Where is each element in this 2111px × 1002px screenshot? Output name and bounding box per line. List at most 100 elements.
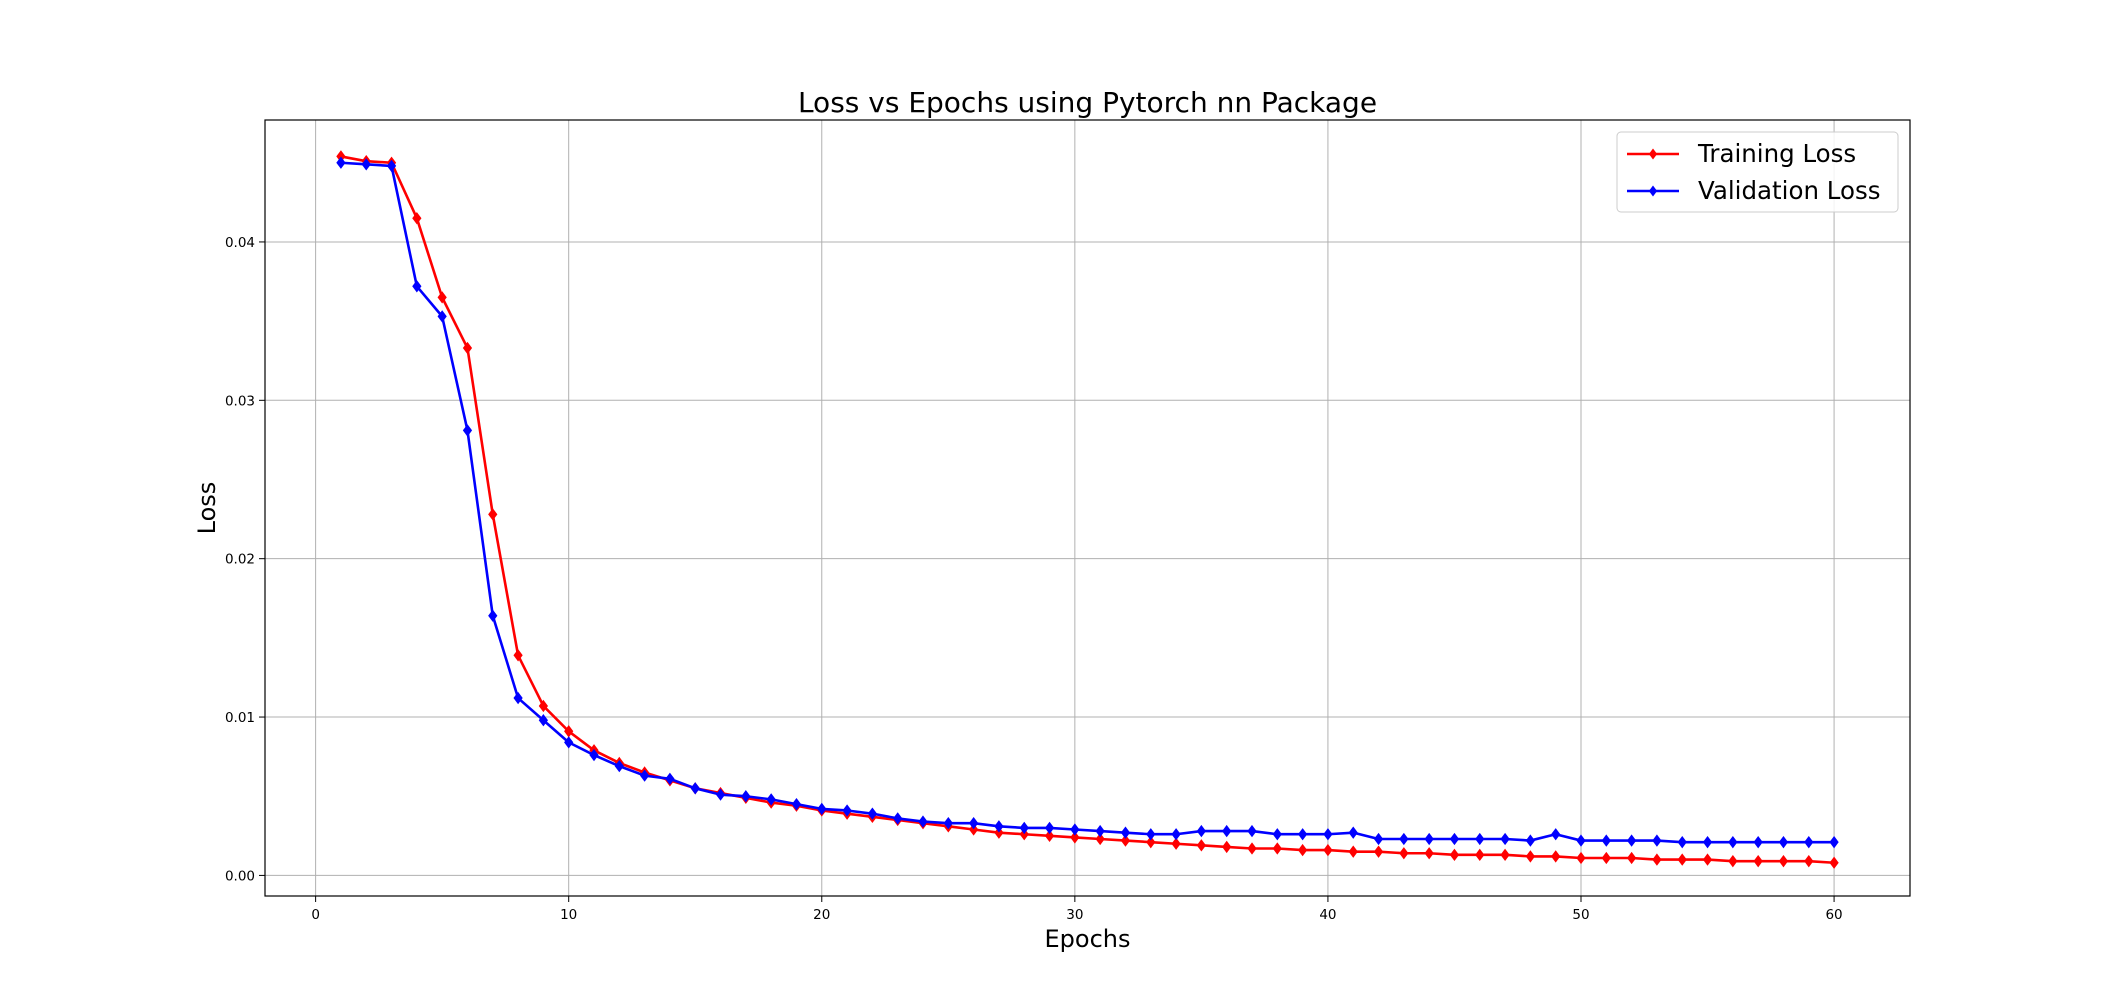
x-tick-label: 20	[813, 907, 830, 923]
validation-loss-point	[1044, 821, 1055, 835]
training-loss-point	[1120, 834, 1131, 847]
training-loss-point	[1449, 848, 1460, 861]
validation-loss-point	[842, 804, 852, 817]
training-loss-point	[1677, 853, 1687, 866]
validation-loss-point	[361, 158, 371, 171]
validation-loss-point	[766, 793, 776, 806]
x-axis-label: Epochs	[1045, 925, 1131, 953]
training-loss-point	[1297, 843, 1308, 857]
y-axis-label: Loss	[193, 482, 221, 535]
validation-loss-point	[1449, 832, 1460, 846]
validation-loss-point	[1500, 832, 1510, 846]
validation-loss-point	[1753, 835, 1763, 849]
validation-loss-point	[513, 691, 523, 705]
training-loss-point	[994, 826, 1004, 839]
training-loss-point	[1070, 831, 1080, 844]
legend: Training Loss Validation Loss	[1616, 131, 1899, 213]
training-loss-point	[1829, 856, 1839, 869]
axis-ticks: 0 10 20 30 40 50 60 0.00 0.01 0.02 0.03 0.04	[225, 235, 1843, 923]
validation-loss-point	[1804, 835, 1814, 849]
training-loss-point	[1753, 854, 1763, 868]
validation-loss-point	[1677, 835, 1687, 849]
training-loss-point	[1222, 840, 1232, 854]
validation-loss-point	[1146, 828, 1156, 841]
training-loss-point	[1196, 839, 1207, 852]
validation-loss-point	[1525, 834, 1536, 847]
training-loss-point	[1728, 854, 1738, 868]
validation-loss-point	[1070, 823, 1080, 836]
legend-label-validation-loss: Validation Loss	[1698, 176, 1881, 205]
training-loss-point	[1475, 848, 1485, 861]
y-tick-label: 0.00	[225, 868, 255, 884]
training-loss-point	[437, 291, 447, 304]
validation-loss-point	[665, 772, 675, 785]
validation-loss-point	[943, 816, 953, 830]
validation-loss-point	[1348, 826, 1358, 839]
validation-loss-point	[1626, 834, 1637, 847]
validation-loss-point	[1601, 834, 1611, 847]
training-loss-point	[412, 212, 422, 225]
validation-loss-point	[538, 714, 549, 727]
validation-loss-point	[817, 802, 827, 816]
training-loss-point	[1551, 850, 1561, 863]
legend-marker-validation-loss	[1648, 185, 1658, 197]
training-loss-point	[1399, 847, 1409, 860]
legend-label-training-loss: Training Loss	[1697, 139, 1856, 168]
training-loss-point	[1500, 848, 1510, 861]
validation-loss-point	[1272, 828, 1282, 841]
training-loss-point	[1044, 829, 1055, 842]
training-loss-point	[1652, 853, 1662, 866]
validation-loss-point	[1399, 832, 1409, 846]
x-tick-label: 40	[1319, 907, 1336, 923]
training-loss-point	[1348, 845, 1358, 858]
x-tick-label: 0	[311, 907, 320, 923]
y-tick-label: 0.04	[225, 235, 255, 251]
validation-loss-point	[437, 310, 447, 323]
validation-loss-point	[1652, 834, 1662, 847]
validation-loss-point	[1576, 834, 1586, 847]
validation-loss-point	[1323, 828, 1333, 841]
training-loss-point	[1146, 835, 1156, 849]
legend-marker-training-loss	[1648, 148, 1658, 160]
x-tick-label: 10	[560, 907, 577, 923]
validation-loss-point	[1829, 835, 1839, 849]
validation-loss-point	[614, 759, 624, 773]
validation-loss-point	[690, 782, 700, 795]
validation-loss-point	[1095, 824, 1105, 838]
validation-loss-point	[488, 609, 498, 622]
training-loss-point	[1247, 842, 1257, 855]
plot-area-frame	[264, 119, 1911, 897]
validation-loss-point	[336, 156, 346, 169]
validation-loss-point	[1373, 832, 1384, 846]
y-tick-label: 0.01	[225, 710, 255, 726]
training-loss-point	[1626, 851, 1637, 865]
validation-loss-point	[918, 815, 928, 828]
validation-loss-point	[1196, 824, 1207, 838]
validation-loss-point	[1019, 821, 1029, 835]
validation-loss-point	[589, 748, 599, 762]
training-loss-point	[488, 508, 498, 521]
x-tick-label: 30	[1066, 907, 1083, 923]
training-loss-point	[1171, 837, 1181, 850]
training-loss-point	[1019, 828, 1029, 841]
training-loss-point	[513, 649, 523, 662]
series-validation-loss	[336, 156, 1839, 849]
training-loss-point	[1095, 832, 1105, 846]
validation-loss-point	[968, 816, 979, 830]
training-loss-point	[1323, 843, 1333, 857]
validation-loss-point	[1297, 828, 1308, 841]
validation-loss-point	[386, 159, 397, 173]
validation-loss-point	[1551, 828, 1561, 841]
validation-loss-point	[1247, 824, 1257, 838]
validation-loss-point	[994, 820, 1004, 833]
series-layer	[336, 150, 1839, 869]
training-loss-point	[1272, 842, 1282, 855]
training-loss-point	[1778, 854, 1789, 868]
x-tick-label: 50	[1572, 907, 1589, 923]
validation-loss-point	[791, 797, 802, 811]
validation-loss-point	[1702, 835, 1713, 849]
training-loss-point	[1804, 854, 1814, 868]
training-loss-point	[1373, 845, 1384, 858]
validation-loss-point	[867, 807, 878, 820]
